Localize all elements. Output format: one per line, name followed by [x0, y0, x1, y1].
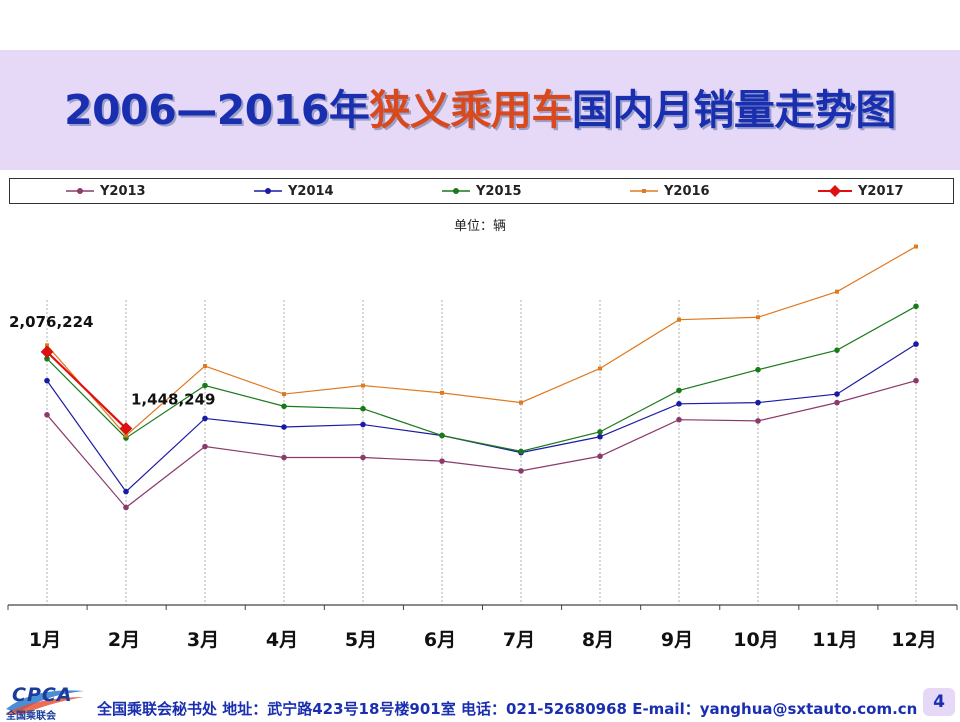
data-point [439, 458, 445, 464]
x-tick-label: 4月 [266, 629, 298, 651]
data-point [44, 412, 50, 418]
data-point [913, 377, 919, 384]
data-point [439, 432, 445, 439]
x-tick-label: 9月 [661, 629, 693, 651]
data-point [281, 454, 287, 461]
data-point [518, 468, 524, 474]
data-label: 1,448,249 [131, 390, 215, 408]
data-point [755, 418, 761, 424]
series-line-y2015 [46, 305, 917, 452]
legend-item-y2013: Y2013 [66, 182, 146, 200]
x-tick-label: 6月 [424, 629, 456, 651]
x-tick-label: 8月 [582, 629, 614, 651]
data-point [440, 390, 444, 395]
data-point [834, 399, 840, 406]
data-point [597, 433, 603, 440]
unit-label: 单位：辆 [453, 219, 506, 234]
title-suffix: 国内月销量走势图 [571, 86, 897, 134]
series-line-y2014 [46, 343, 917, 493]
series-line-y2017 [46, 351, 127, 430]
title-highlight: 狭义乘用车 [369, 86, 572, 134]
data-point [834, 391, 840, 397]
data-point [119, 422, 133, 435]
data-point [598, 366, 602, 371]
data-point [282, 392, 286, 397]
data-point [834, 347, 840, 353]
page-title: 2006—2016年狭义乘用车国内月销量走势图 [0, 82, 960, 138]
data-point [203, 364, 207, 369]
x-tick-label: 1月 [29, 629, 61, 651]
data-point [202, 415, 208, 422]
series-line-y2016 [46, 246, 917, 437]
title-prefix: 2006—2016年 [64, 86, 370, 134]
x-tick-label: 3月 [187, 629, 219, 651]
data-point [914, 244, 918, 249]
data-point [360, 421, 366, 428]
chart-legend: Y2013 Y2014 Y2015 Y2016 Y2017 [9, 178, 954, 204]
legend-label: Y2014 [288, 183, 334, 199]
legend-item-y2014: Y2014 [254, 182, 334, 200]
data-point [677, 317, 681, 322]
data-point [597, 453, 603, 460]
data-point [676, 387, 682, 394]
logo-text: CPCA [12, 684, 73, 706]
x-tick-label: 7月 [503, 629, 535, 651]
data-point [755, 366, 761, 373]
data-point [597, 429, 603, 435]
legend-label: Y2015 [476, 183, 522, 199]
data-point [361, 383, 365, 388]
data-point [40, 345, 54, 359]
title-band [0, 50, 960, 170]
data-point [281, 424, 287, 430]
series-line-y2013 [46, 380, 917, 509]
data-point [835, 289, 839, 294]
data-point [676, 401, 682, 407]
cpca-logo [6, 690, 84, 715]
x-tick-label: 10月 [733, 629, 778, 651]
data-point [676, 416, 682, 423]
data-point [519, 400, 523, 405]
legend-label: Y2016 [664, 183, 710, 199]
data-point [123, 504, 129, 511]
data-point [202, 382, 208, 389]
line-chart: 1月 2月 3月 4月 5月 6月 7月 8月 9月 10月 11月 12月 2,076,224 1,44… [7, 244, 958, 651]
data-point [45, 343, 49, 348]
x-tick-label: 11月 [812, 629, 857, 651]
legend-item-y2015: Y2015 [442, 182, 522, 200]
x-tick-label: 2月 [108, 629, 140, 651]
data-point [123, 488, 129, 495]
page-number: 4 [923, 688, 955, 716]
legend-label: Y2017 [858, 183, 904, 199]
data-label: 2,076,224 [9, 313, 93, 331]
data-point [124, 433, 128, 438]
legend-item-y2017: Y2017 [818, 182, 904, 200]
data-point [44, 377, 50, 384]
footer-contact: 全国乘联会秘书处 地址：武宁路423号18号楼901室 电话：021-52680… [97, 700, 918, 718]
data-point [202, 443, 208, 450]
legend-item-y2016: Y2016 [630, 182, 710, 200]
data-point [756, 315, 760, 320]
data-point [913, 341, 919, 347]
data-point [755, 399, 761, 406]
data-point [360, 454, 366, 461]
data-point [281, 403, 287, 410]
data-point [44, 355, 50, 362]
data-point [518, 448, 524, 455]
x-tick-label: 5月 [345, 629, 377, 651]
legend-label: Y2013 [100, 183, 146, 199]
logo-subtitle: 全国乘联会 [6, 711, 56, 722]
data-point [360, 405, 366, 412]
data-point [913, 303, 919, 310]
x-tick-label: 12月 [891, 629, 936, 651]
